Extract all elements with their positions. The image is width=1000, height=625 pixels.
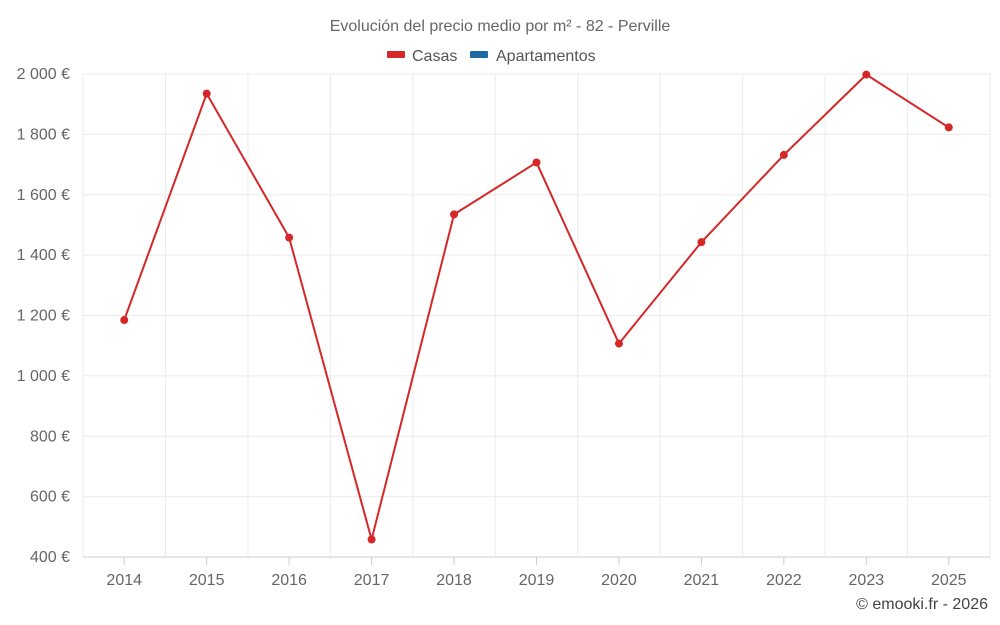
axes: 400 € 600 € 800 € 1 000 € 1 200 € 1 400 € 1 60… <box>17 66 990 589</box>
x-tick-label: 2019 <box>519 572 555 589</box>
data-point-2025[interactable] <box>944 123 953 132</box>
x-tick-label: 2020 <box>601 572 637 589</box>
data-point-2014[interactable] <box>120 316 129 325</box>
y-tick-label: 1 200 € <box>17 308 70 325</box>
y-tick-label: 1 400 € <box>17 247 70 264</box>
chart-title: Evolución del precio medio por m² - 82 -… <box>330 18 671 35</box>
legend-label-casas: Casas <box>412 48 457 65</box>
legend-swatch-apartamentos <box>470 51 488 58</box>
y-tick-label: 1 800 € <box>17 126 70 143</box>
data-point-2018[interactable] <box>450 210 459 219</box>
data-point-2019[interactable] <box>532 158 541 167</box>
x-tick-label: 2025 <box>931 572 967 589</box>
y-tick-label: 2 000 € <box>17 66 70 83</box>
x-tick-label: 2015 <box>189 572 225 589</box>
legend-swatch-casas <box>387 51 405 58</box>
x-tick-label: 2018 <box>436 572 472 589</box>
data-point-2021[interactable] <box>697 238 706 247</box>
x-tick-label: 2023 <box>849 572 885 589</box>
y-tick-label: 400 € <box>30 549 70 566</box>
y-tick-label: 600 € <box>30 489 70 506</box>
legend: Casas Apartamentos <box>387 48 596 65</box>
y-tick-label: 1 000 € <box>17 368 70 385</box>
x-tick-label: 2014 <box>106 572 142 589</box>
legend-item-apartamentos[interactable]: Apartamentos <box>470 48 596 65</box>
data-point-2023[interactable] <box>862 70 871 79</box>
x-tick-label: 2017 <box>354 572 390 589</box>
data-point-2022[interactable] <box>779 150 788 159</box>
data-point-2016[interactable] <box>285 233 294 242</box>
y-tick-label: 1 600 € <box>17 187 70 204</box>
data-point-2015[interactable] <box>202 89 211 98</box>
x-tick-label: 2021 <box>684 572 720 589</box>
credit-text: © emooki.fr - 2026 <box>856 596 988 613</box>
grid <box>82 73 991 558</box>
x-tick-label: 2022 <box>766 572 802 589</box>
x-tick-label: 2016 <box>271 572 307 589</box>
series-casas <box>120 70 953 544</box>
data-point-2017[interactable] <box>367 535 376 544</box>
y-tick-label: 800 € <box>30 428 70 445</box>
data-point-2020[interactable] <box>614 339 623 348</box>
legend-item-casas[interactable]: Casas <box>387 48 457 65</box>
legend-label-apartamentos: Apartamentos <box>496 48 596 65</box>
